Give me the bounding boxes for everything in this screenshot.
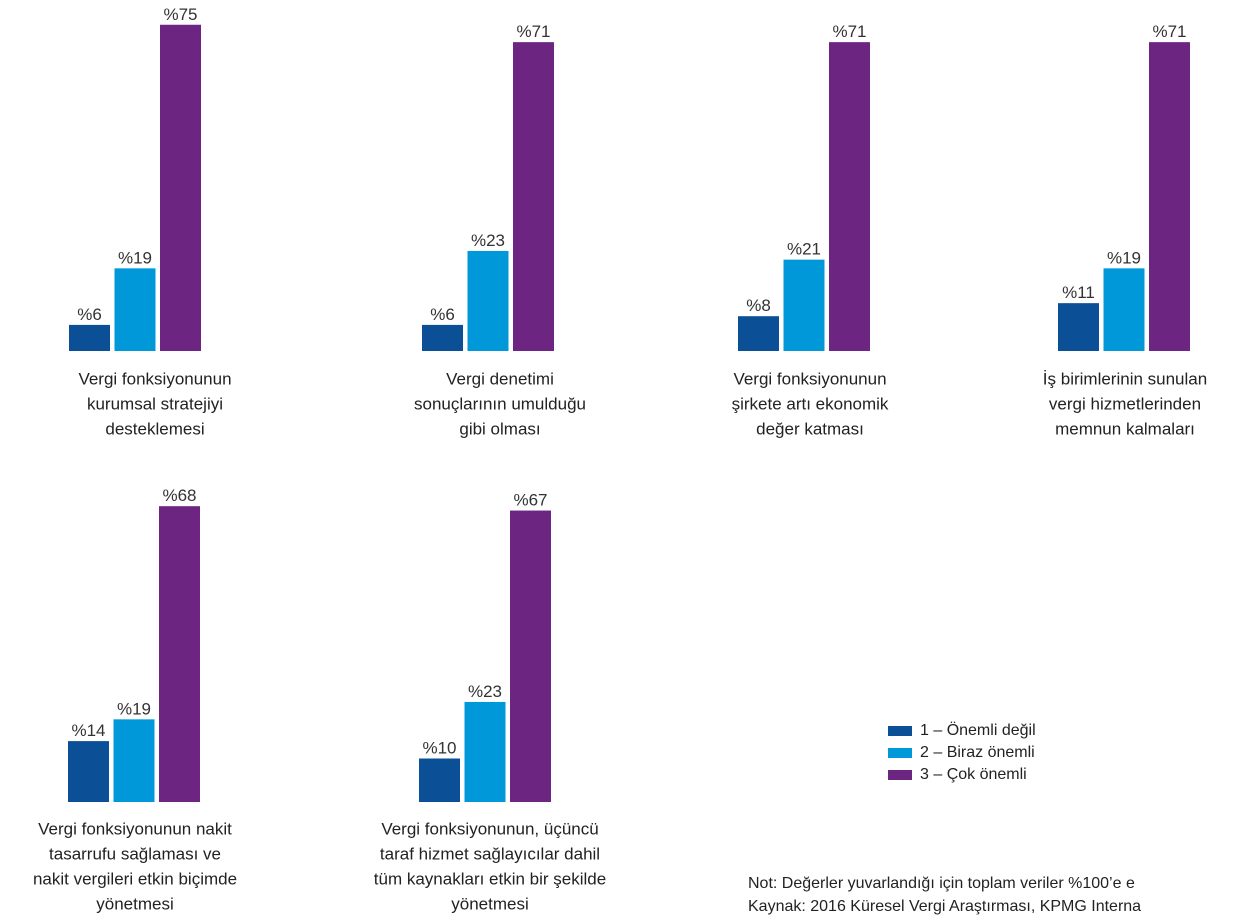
chart-caption: desteklemesi xyxy=(105,419,204,438)
value-label: %8 xyxy=(746,296,771,315)
chart-caption: yönetmesi xyxy=(96,894,173,913)
chart-caption: Vergi fonksiyonunun, üçüncü xyxy=(381,819,598,838)
legend-label: 1 – Önemli değil xyxy=(920,721,1036,739)
value-label: %6 xyxy=(430,305,455,324)
chart-caption: Vergi fonksiyonunun xyxy=(78,369,231,388)
note: Not: Değerler yuvarlandığı için toplam v… xyxy=(748,875,1135,892)
legend-swatch xyxy=(888,748,912,758)
bar xyxy=(113,719,155,802)
chart-caption: değer katması xyxy=(756,419,864,438)
chart-caption: taraf hizmet sağlayıcılar dahil xyxy=(380,844,600,863)
value-label: %21 xyxy=(787,240,821,259)
chart-caption: şirkete artı ekonomik xyxy=(732,394,889,413)
bar xyxy=(464,701,506,802)
value-label: %14 xyxy=(71,721,105,740)
value-label: %71 xyxy=(516,22,550,41)
value-label: %11 xyxy=(1062,283,1095,302)
chart-caption: tasarrufu sağlaması ve xyxy=(49,844,221,863)
value-label: %23 xyxy=(468,682,502,701)
bar xyxy=(829,42,870,352)
value-label: %67 xyxy=(513,491,547,510)
value-label: %19 xyxy=(118,248,152,267)
legend-label: 2 – Biraz önemli xyxy=(920,744,1035,761)
value-label: %19 xyxy=(1107,248,1141,267)
bar xyxy=(1058,303,1099,351)
bar xyxy=(160,24,201,351)
bar xyxy=(69,324,110,351)
bar xyxy=(159,506,200,802)
value-label: %71 xyxy=(832,22,866,41)
chart-caption: yönetmesi xyxy=(451,894,528,913)
legend-swatch xyxy=(888,770,912,780)
bar xyxy=(783,259,825,351)
bar xyxy=(513,42,554,352)
chart-caption: Vergi fonksiyonunun nakit xyxy=(38,819,232,838)
bar xyxy=(419,758,460,802)
bar xyxy=(467,250,509,351)
legend-swatch xyxy=(888,726,912,736)
value-label: %71 xyxy=(1152,22,1186,41)
chart-caption: Vergi denetimi xyxy=(446,369,554,388)
value-label: %75 xyxy=(163,5,197,24)
bar xyxy=(1149,42,1190,352)
chart-caption: memnun kalmaları xyxy=(1055,419,1195,438)
bar xyxy=(422,324,463,351)
bar xyxy=(114,268,156,351)
value-label: %68 xyxy=(162,486,196,505)
chart-caption: İş birimlerinin sunulan xyxy=(1043,369,1207,388)
bar xyxy=(68,741,109,802)
chart-caption: gibi olması xyxy=(459,419,540,438)
value-label: %23 xyxy=(471,231,505,250)
legend-label: 3 – Çok önemli xyxy=(920,766,1027,783)
value-label: %6 xyxy=(77,305,102,324)
value-label: %10 xyxy=(422,739,456,758)
note: Kaynak: 2016 Küresel Vergi Araştırması, … xyxy=(748,898,1141,915)
bar xyxy=(738,316,779,351)
value-label: %19 xyxy=(117,699,151,718)
chart-caption: sonuçlarının umulduğu xyxy=(414,394,586,413)
chart-caption: tüm kaynakları etkin bir şekilde xyxy=(374,869,606,888)
chart-caption: nakit vergileri etkin biçimde xyxy=(33,869,237,888)
chart-caption: vergi hizmetlerinden xyxy=(1049,394,1201,413)
bar xyxy=(1103,268,1145,351)
bar xyxy=(510,510,551,802)
chart-caption: Vergi fonksiyonunun xyxy=(733,369,886,388)
chart-caption: kurumsal stratejiyi xyxy=(87,394,223,413)
